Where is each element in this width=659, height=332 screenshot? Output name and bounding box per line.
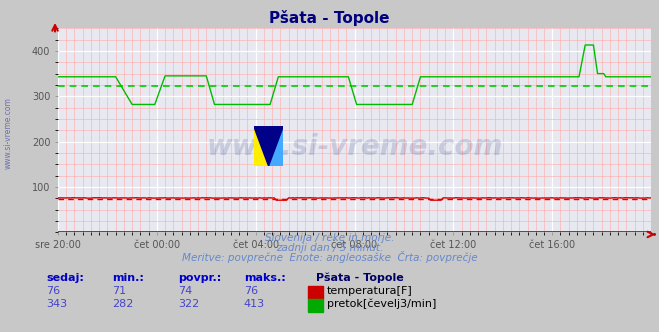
Text: 343: 343 <box>46 299 67 309</box>
Text: 74: 74 <box>178 286 192 296</box>
Text: Pšata - Topole: Pšata - Topole <box>270 10 389 26</box>
Text: www.si-vreme.com: www.si-vreme.com <box>4 97 13 169</box>
Text: 71: 71 <box>112 286 126 296</box>
Text: www.si-vreme.com: www.si-vreme.com <box>206 133 503 161</box>
Text: min.:: min.: <box>112 273 144 283</box>
Text: Meritve: povprečne  Enote: angleosaške  Črta: povprečje: Meritve: povprečne Enote: angleosaške Čr… <box>182 251 477 263</box>
Text: Slovenija / reke in morje.: Slovenija / reke in morje. <box>265 233 394 243</box>
Text: sedaj:: sedaj: <box>46 273 84 283</box>
Text: povpr.:: povpr.: <box>178 273 221 283</box>
Text: pretok[čevelj3/min]: pretok[čevelj3/min] <box>327 298 436 309</box>
Polygon shape <box>269 126 283 166</box>
Text: 76: 76 <box>244 286 258 296</box>
Text: zadnji dan / 5 minut.: zadnji dan / 5 minut. <box>276 243 383 253</box>
Text: Pšata - Topole: Pšata - Topole <box>316 272 404 283</box>
Polygon shape <box>254 126 283 166</box>
Text: maks.:: maks.: <box>244 273 285 283</box>
Text: 322: 322 <box>178 299 199 309</box>
Text: 282: 282 <box>112 299 133 309</box>
Text: temperatura[F]: temperatura[F] <box>327 286 413 296</box>
Text: 413: 413 <box>244 299 265 309</box>
Text: 76: 76 <box>46 286 60 296</box>
Polygon shape <box>254 126 269 166</box>
